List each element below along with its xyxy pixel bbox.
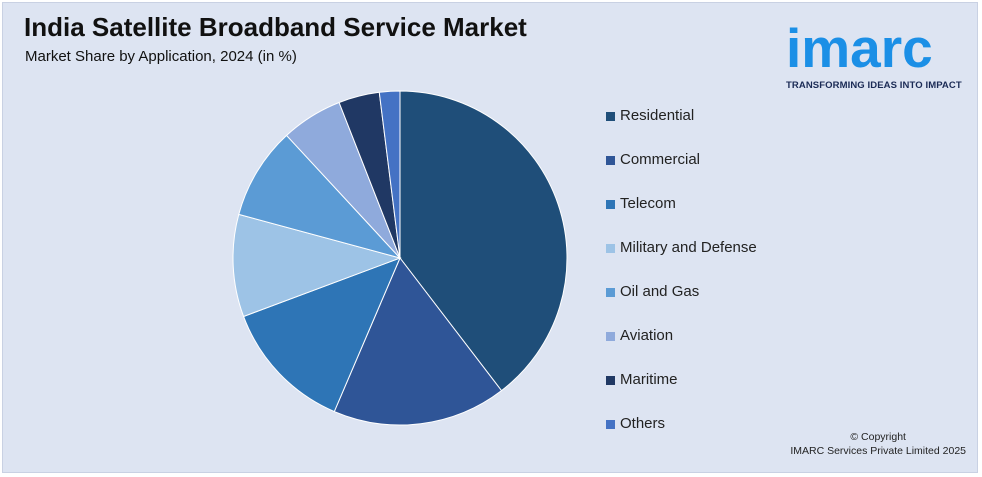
legend-item: Oil and Gas — [606, 283, 757, 327]
legend-item: Telecom — [606, 195, 757, 239]
legend-item: Commercial — [606, 151, 757, 195]
legend-label: Others — [620, 415, 666, 432]
pie-slice-residential — [399, 90, 568, 392]
legend-swatch — [606, 376, 615, 385]
legend-label: Military and Defense — [620, 239, 757, 256]
copyright-line: © Copyright — [850, 431, 906, 443]
pie-slice-oil-and-gas — [238, 134, 402, 259]
copyright-company: IMARC Services Private Limited 2025 — [790, 445, 966, 457]
chart-subtitle: Market Share by Application, 2024 (in %) — [25, 48, 297, 65]
pie-slice-telecom — [242, 257, 401, 413]
legend-label: Telecom — [620, 195, 676, 212]
legend-swatch — [606, 200, 615, 209]
logo-tagline: TRANSFORMING IDEAS INTO IMPACT — [786, 80, 962, 91]
pie-slice-commercial — [333, 257, 503, 426]
legend-item: Residential — [606, 107, 757, 151]
legend-label: Aviation — [620, 327, 674, 344]
legend-swatch — [606, 244, 615, 253]
pie-slice-military-and-defense — [232, 213, 402, 318]
legend-swatch — [606, 332, 615, 341]
legend-item: Military and Defense — [606, 239, 757, 283]
chart-legend: Residential Commercial Telecom Military and… — [606, 107, 757, 459]
legend-item: Aviation — [606, 327, 757, 371]
legend-label: Commercial — [620, 151, 701, 168]
legend-label: Maritime — [620, 371, 678, 388]
logo-wordmark: imarc — [786, 17, 933, 79]
legend-swatch — [606, 156, 615, 165]
legend-swatch — [606, 288, 615, 297]
legend-item: Maritime — [606, 371, 757, 415]
copyright-notice: © Copyright IMARC Services Private Limit… — [790, 430, 966, 458]
legend-swatch — [606, 420, 615, 429]
chart-title: India Satellite Broadband Service Market — [24, 12, 527, 42]
legend-item: Others — [606, 415, 757, 459]
pie-slice-others — [378, 90, 401, 259]
imarc-logo: imarc TRANSFORMING IDEAS INTO IMPACT — [782, 8, 974, 94]
legend-label: Residential — [620, 107, 695, 124]
legend-label: Oil and Gas — [620, 283, 700, 300]
legend-swatch — [606, 112, 615, 121]
